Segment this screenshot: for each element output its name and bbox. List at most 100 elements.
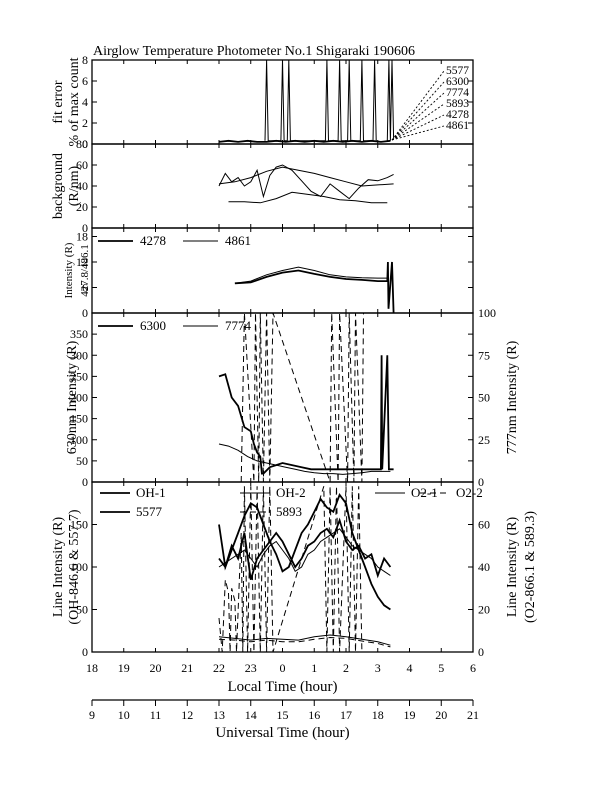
y-axis-label: 427.8/486.1: [79, 244, 91, 297]
x-tick-label: 2: [343, 661, 349, 675]
series-line-bg-1: [218, 164, 394, 200]
legend-label: 5893: [276, 504, 302, 519]
y-tick-label: 60: [76, 158, 88, 172]
legend-label: 4278: [140, 233, 166, 248]
y-tick-label-right: 0: [478, 645, 484, 659]
y-tick-label-right: 100: [478, 306, 496, 320]
y-tick-label: 20: [76, 200, 88, 214]
x-tick-label: 5: [438, 661, 444, 675]
x-tick-label: 21: [181, 661, 193, 675]
panel-frame: [91, 143, 474, 229]
y-tick-label: 6: [82, 281, 88, 295]
legend-label: OH-2: [276, 485, 306, 500]
x-tick-label: 19: [118, 661, 130, 675]
y-axis-label: 630nm Intensity (R): [65, 340, 80, 454]
series-line-O2-1: [218, 634, 391, 646]
y-tick-label: 350: [70, 327, 88, 341]
y-tick-label: 2: [82, 116, 88, 130]
y-axis-label: Line Intensity (R): [51, 517, 66, 618]
x-tick-label: 18: [86, 661, 98, 675]
legend-label: 5577: [136, 504, 163, 519]
legend-label: 7774: [225, 318, 252, 333]
y-tick-label: 0: [82, 137, 88, 151]
y-tick-label: 200: [70, 391, 88, 405]
panel-background: 0 20 40 60 80 background (R/nm): [51, 137, 474, 235]
y-tick-label: 12: [76, 255, 88, 269]
secondary-x-tick-label: 21: [467, 708, 479, 722]
chart-title: Airglow Temperature Photometer No.1 Shig…: [93, 44, 415, 59]
y-tick-label: 150: [70, 518, 88, 532]
legend-leader: [391, 81, 445, 141]
y-tick-label: 0: [82, 645, 88, 659]
y-tick-label: 100: [70, 560, 88, 574]
x-tick-label: 0: [280, 661, 286, 675]
x-tick-label: 4: [407, 661, 413, 675]
secondary-x-tick-label: 13: [213, 708, 225, 722]
series-line-6300: [218, 355, 394, 475]
y-tick-label-right: 40: [478, 560, 490, 574]
y-axis-label: (OH-846.6 & 557.7): [67, 509, 82, 624]
y-tick-label: 150: [70, 412, 88, 426]
legend-label: 5577: [446, 65, 469, 77]
y-tick-label: 50: [76, 454, 88, 468]
x-tick-label: 20: [150, 661, 162, 675]
y-tick-label: 18: [76, 230, 88, 244]
y-tick-label: 4: [82, 95, 88, 109]
series-line-bg-2: [218, 166, 394, 187]
y-tick-label-right: 20: [478, 603, 490, 617]
y-axis-label-right: 777nm Intensity (R): [505, 340, 520, 454]
y-axis-label: (R/nm): [67, 165, 82, 206]
legend-label: 5893: [446, 98, 469, 110]
legend-leader: [391, 92, 445, 141]
secondary-x-tick-label: 18: [372, 708, 384, 722]
secondary-x-tick-label: 11: [150, 708, 162, 722]
series-line-4861: [234, 266, 388, 284]
y-axis-label: fit error: [51, 80, 66, 123]
x-tick-label: 1: [311, 661, 317, 675]
secondary-x-tick-label: 9: [89, 708, 95, 722]
legend-label: 7774: [446, 87, 469, 99]
panel-frame: [91, 312, 474, 483]
legend-label: 4278: [446, 109, 469, 121]
secondary-x-tick-label: 14: [245, 708, 257, 722]
x-tick-label: 6: [470, 661, 476, 675]
y-tick-label: 0: [82, 221, 88, 235]
legend-label: 4861: [446, 120, 469, 132]
y-axis-label: % of max count: [67, 57, 82, 146]
legend-leader: [391, 70, 445, 141]
y-tick-label: 0: [82, 306, 88, 320]
y-tick-label: 80: [76, 137, 88, 151]
series-line-end: [386, 60, 395, 141]
secondary-x-tick-label: 19: [404, 708, 416, 722]
secondary-x-tick-label: 17: [340, 708, 352, 722]
y-tick-label: 300: [70, 348, 88, 362]
secondary-x-tick-label: 12: [181, 708, 193, 722]
secondary-x-tick-label: 15: [277, 708, 289, 722]
series-line-4278: [234, 261, 395, 313]
secondary-x-axis-label: Universal Time (hour): [215, 725, 349, 741]
y-tick-label-right: 60: [478, 518, 490, 532]
y-axis-label: background: [51, 153, 66, 219]
x-axis-label: Local Time (hour): [228, 679, 338, 695]
series-line-bg-3: [228, 191, 388, 204]
y-axis-label-right: (O2-866.1 & 589.3): [523, 511, 538, 623]
x-tick-label: 23: [245, 661, 257, 675]
y-tick-label: 6: [82, 74, 88, 88]
legend-leader: [391, 125, 445, 141]
y-axis-label: Intensity (R): [63, 242, 75, 298]
secondary-x-tick-label: 20: [435, 708, 447, 722]
legend-leader: [391, 114, 445, 141]
y-tick-label: 250: [70, 369, 88, 383]
y-axis-label-right: Line Intensity (R): [505, 517, 520, 618]
y-tick-label-right: 25: [478, 433, 490, 447]
secondary-x-tick-label: 10: [118, 708, 130, 722]
x-tick-label: 22: [213, 661, 225, 675]
legend-label: 6300: [446, 76, 469, 88]
x-tick-label: 3: [375, 661, 381, 675]
y-tick-label-right: 0: [478, 475, 484, 489]
y-tick-label-right: 50: [478, 391, 490, 405]
